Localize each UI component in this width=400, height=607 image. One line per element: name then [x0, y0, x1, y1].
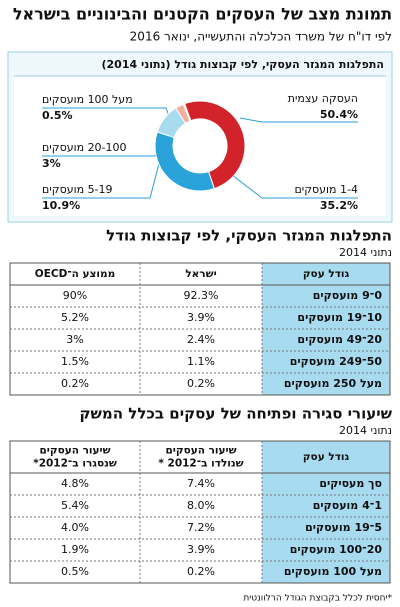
column-header: שנולדו ב־2012 *: [158, 458, 243, 470]
table-cell: 0.2%: [61, 377, 89, 390]
row-label: 5־19 מועסקים: [305, 521, 382, 534]
table-cell: 7.4%: [187, 477, 215, 490]
label-column: [262, 441, 390, 583]
subtitle: לפי דו"ח של משרד הכלכלה והתעשייה, ינואר …: [130, 30, 392, 44]
table-cell: 92.3%: [184, 289, 219, 302]
row-label: 0־9 מועסקים: [313, 289, 383, 302]
column-header: גודל עסק: [303, 451, 350, 463]
table-cell: 3%: [66, 333, 83, 346]
column-header: שיעור העסקים: [39, 445, 110, 457]
column-header: ישראל: [185, 268, 216, 280]
table-cell: 8.0%: [187, 499, 215, 512]
column-header: ממוצע ה־OECD: [35, 268, 115, 280]
table-cell: 90%: [63, 289, 87, 302]
leader-line: [42, 159, 161, 199]
table-cell: 0.2%: [187, 565, 215, 578]
table-cell: 3.9%: [187, 543, 215, 556]
table-cell: 1.5%: [61, 355, 89, 368]
table-cell: 5.2%: [61, 311, 89, 324]
table-title: התפלגות המגזר העסקי, לפי קבוצות גודל: [106, 227, 392, 245]
chart-title: התפלגות המגזר העסקי, לפי קבוצות גודל (נת…: [102, 58, 385, 71]
table-subtitle: נתוני 2014: [339, 246, 392, 259]
table-cell: 1.1%: [187, 355, 215, 368]
table-cell: 4.0%: [61, 521, 89, 534]
row-label: 20־100 מועסקים: [290, 543, 383, 556]
row-label: סך מעסיקים: [319, 477, 382, 490]
row-label: 50־249 מועסקים: [290, 355, 383, 368]
row-label: 20־49 מועסקים: [297, 333, 382, 346]
slice-label: 20-100 מועסקים: [42, 141, 127, 154]
slice-label: העסקה עצמית: [288, 92, 358, 105]
table-cell: 1.9%: [61, 543, 89, 556]
row-label: מעל 250 מועסקים: [284, 377, 382, 390]
table-cell: 4.8%: [61, 477, 89, 490]
slice-label: מעל 100 מועסקים: [42, 93, 133, 106]
chart-panel: [14, 76, 386, 216]
slice-label: 1-4 מועסקים: [294, 183, 358, 196]
slice-value: 3%: [42, 157, 61, 170]
table-subtitle: נתוני 2014: [339, 424, 392, 437]
slice-value: 35.2%: [320, 199, 358, 212]
column-header: גודל עסק: [303, 268, 350, 280]
footnote: *יחסית לכלל בקבוצת הגודל הרלוונטית: [243, 594, 392, 604]
donut-slice: [183, 100, 246, 190]
column-header: שנסגרו ב־2012*: [33, 458, 117, 470]
table-cell: 0.5%: [61, 565, 89, 578]
donut-slice: [182, 103, 192, 122]
table-cell: 3.9%: [187, 311, 215, 324]
table-cell: 0.2%: [187, 377, 215, 390]
table-border: [9, 440, 391, 584]
table-cell: 7.2%: [187, 521, 215, 534]
row-label: מעל 100 מועסקים: [284, 565, 382, 578]
slice-value: 50.4%: [320, 108, 358, 121]
table-title: שיעורי סגירה ופתיחה של עסקים בכלל המשק: [79, 405, 392, 423]
row-label: 1־4 מועסקים: [313, 499, 382, 512]
table-cell: 5.4%: [61, 499, 89, 512]
title: תמונת מצב של העסקים הקטנים והבינוניים בי…: [13, 5, 392, 24]
slice-value: 10.9%: [42, 199, 80, 212]
leader-line: [239, 117, 358, 123]
row-label: 10־19 מועסקים: [297, 311, 382, 324]
column-header: שיעור העסקים: [165, 445, 236, 457]
slice-value: 0.5%: [42, 109, 73, 122]
slice-label: 5-19 מועסקים: [42, 183, 113, 196]
table-cell: 2.4%: [187, 333, 215, 346]
leader-line: [231, 174, 358, 199]
